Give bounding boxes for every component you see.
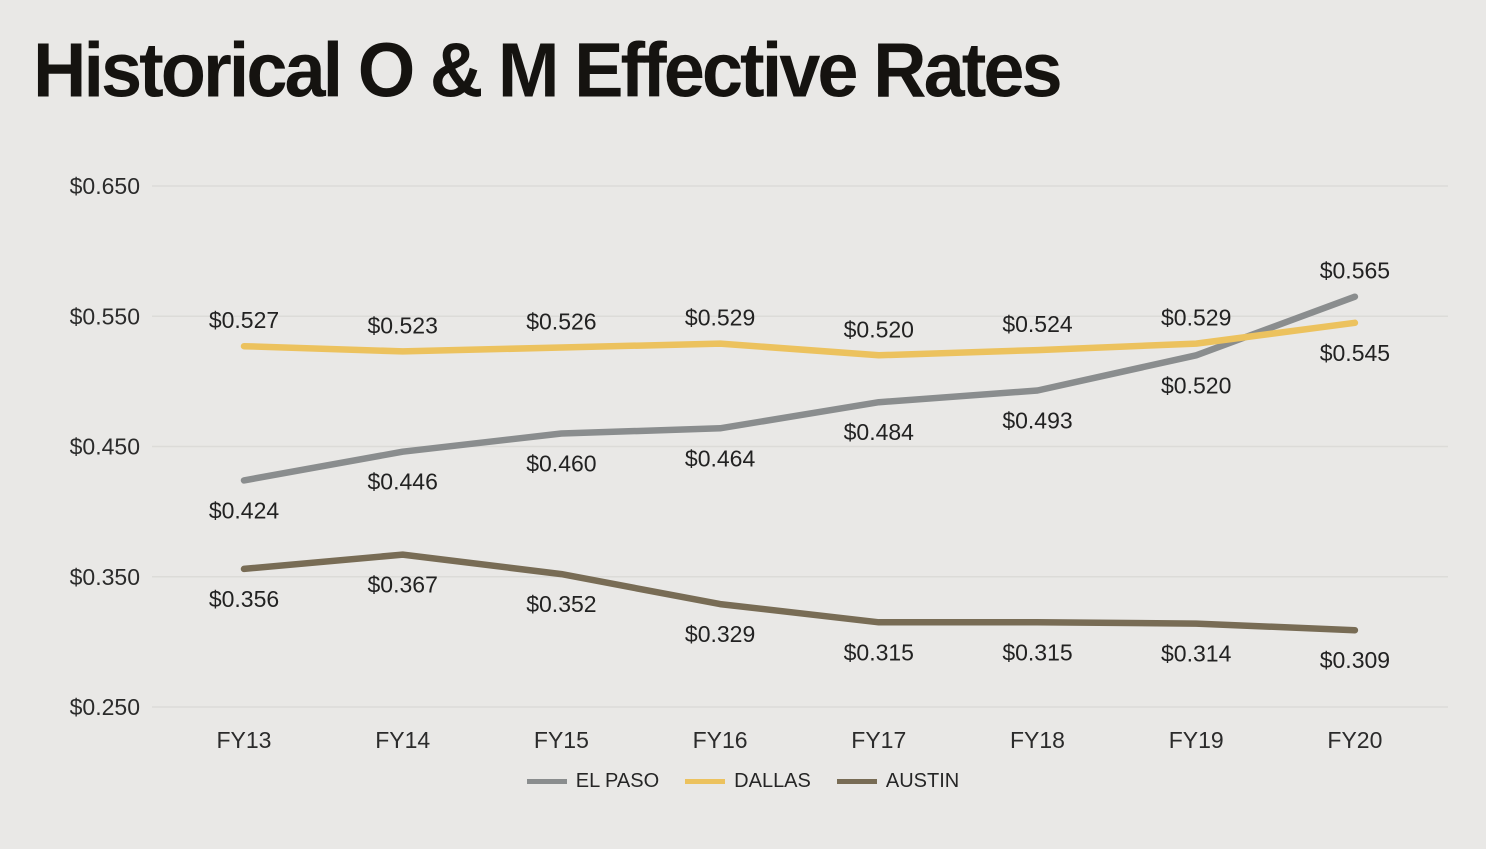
data-label: $0.526 xyxy=(526,309,596,335)
y-tick-label: $0.550 xyxy=(70,303,140,329)
data-label: $0.460 xyxy=(526,450,596,476)
data-label: $0.356 xyxy=(209,586,279,612)
data-label: $0.565 xyxy=(1320,258,1390,284)
data-label: $0.464 xyxy=(685,445,756,471)
data-label: $0.484 xyxy=(844,419,915,445)
data-label: $0.329 xyxy=(685,621,755,647)
x-axis-label: FY18 xyxy=(1010,727,1065,753)
data-label: $0.529 xyxy=(685,305,755,331)
data-label: $0.315 xyxy=(1002,639,1072,665)
x-axis-label: FY19 xyxy=(1169,727,1224,753)
legend-item-el-paso: EL PASO xyxy=(526,770,660,793)
legend-swatch-dallas xyxy=(685,779,726,784)
legend-label-el-paso: EL PASO xyxy=(575,770,660,792)
series-line-el-paso xyxy=(240,293,1359,484)
y-tick-label: $0.250 xyxy=(70,694,140,720)
legend-item-austin: AUSTIN xyxy=(836,770,960,793)
legend-item-dallas: DALLAS xyxy=(685,770,811,793)
series-line-austin xyxy=(240,551,1359,634)
legend-swatch-el-paso xyxy=(526,779,567,784)
data-label: $0.527 xyxy=(209,307,279,333)
data-label: $0.446 xyxy=(368,469,438,495)
y-tick-label: $0.350 xyxy=(70,564,140,590)
data-label: $0.545 xyxy=(1320,340,1390,366)
data-label: $0.367 xyxy=(368,572,438,598)
x-axis-label: FY14 xyxy=(375,727,430,753)
y-tick-label: $0.450 xyxy=(70,434,140,460)
x-axis-label: FY20 xyxy=(1327,727,1382,753)
data-label: $0.493 xyxy=(1002,407,1072,433)
data-label: $0.309 xyxy=(1320,647,1390,673)
x-axis-label: FY13 xyxy=(217,727,272,753)
x-axis-label: FY15 xyxy=(534,727,589,753)
data-label: $0.524 xyxy=(1002,311,1073,337)
legend-swatch-austin xyxy=(836,779,877,784)
data-label: $0.520 xyxy=(1161,372,1231,398)
series-line-dallas xyxy=(240,319,1359,359)
data-label: $0.424 xyxy=(209,497,280,523)
x-axis-label: FY17 xyxy=(851,727,906,753)
data-label: $0.520 xyxy=(844,316,914,342)
data-label: $0.529 xyxy=(1161,305,1231,331)
y-tick-label: $0.650 xyxy=(70,173,140,199)
x-axis-label: FY16 xyxy=(693,727,748,753)
data-label: $0.523 xyxy=(368,312,438,338)
legend: EL PASO DALLAS AUSTIN xyxy=(0,770,1486,793)
data-label: $0.315 xyxy=(844,639,914,665)
legend-label-dallas: DALLAS xyxy=(734,770,811,792)
legend-label-austin: AUSTIN xyxy=(885,770,960,792)
data-label: $0.352 xyxy=(526,591,596,617)
data-label: $0.314 xyxy=(1161,641,1232,667)
page-title: Historical O & M Effective Rates xyxy=(33,27,1063,114)
